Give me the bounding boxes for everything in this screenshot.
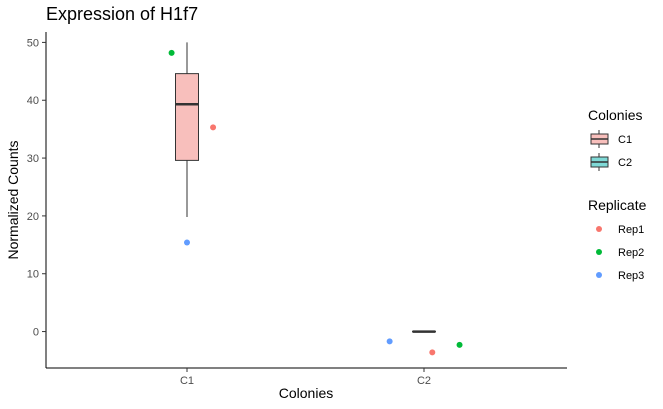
- legend-title: Colonies: [588, 107, 642, 123]
- y-tick-label: 0: [33, 327, 39, 339]
- point-c2-rep1: [429, 349, 436, 356]
- legend-key-point: [596, 226, 602, 232]
- legend-label: Rep1: [618, 224, 644, 236]
- y-tick-label: 40: [27, 95, 39, 107]
- legend-key-point: [596, 249, 602, 255]
- y-tick-label: 30: [27, 153, 39, 165]
- point-c1-rep1: [210, 124, 217, 131]
- box-body: [175, 73, 199, 161]
- legend-key-point: [596, 272, 602, 278]
- x-axis-ticks: C1 C2: [180, 368, 431, 387]
- plot-area: [168, 42, 463, 356]
- point-c1-rep3: [184, 239, 190, 246]
- y-axis-ticks: 0 10 20 30 40 50: [27, 37, 46, 339]
- y-tick-label: 50: [27, 37, 39, 49]
- legend-label: Rep3: [618, 270, 644, 282]
- y-axis-title: Normalized Counts: [5, 140, 21, 259]
- legend-key-box: [590, 130, 609, 148]
- legend-key-box: [590, 153, 609, 171]
- x-tick-label: C2: [417, 375, 431, 387]
- legend: Colonies C1 C2 Replicate Rep1 Rep2 Rep3: [588, 107, 647, 282]
- legend-title: Replicate: [588, 197, 647, 213]
- y-tick-label: 10: [27, 269, 39, 281]
- point-c2-rep3: [386, 338, 393, 345]
- x-axis-title: Colonies: [279, 385, 333, 401]
- point-c1-rep2: [168, 49, 175, 56]
- chart-title: Expression of H1f7: [46, 4, 198, 24]
- legend-label: C1: [618, 134, 632, 146]
- box-c1: [175, 42, 199, 218]
- legend-label: Rep2: [618, 247, 644, 259]
- y-tick-label: 20: [27, 211, 39, 223]
- x-tick-label: C1: [180, 375, 194, 387]
- legend-label: C2: [618, 157, 632, 169]
- point-c2-rep2: [456, 341, 463, 348]
